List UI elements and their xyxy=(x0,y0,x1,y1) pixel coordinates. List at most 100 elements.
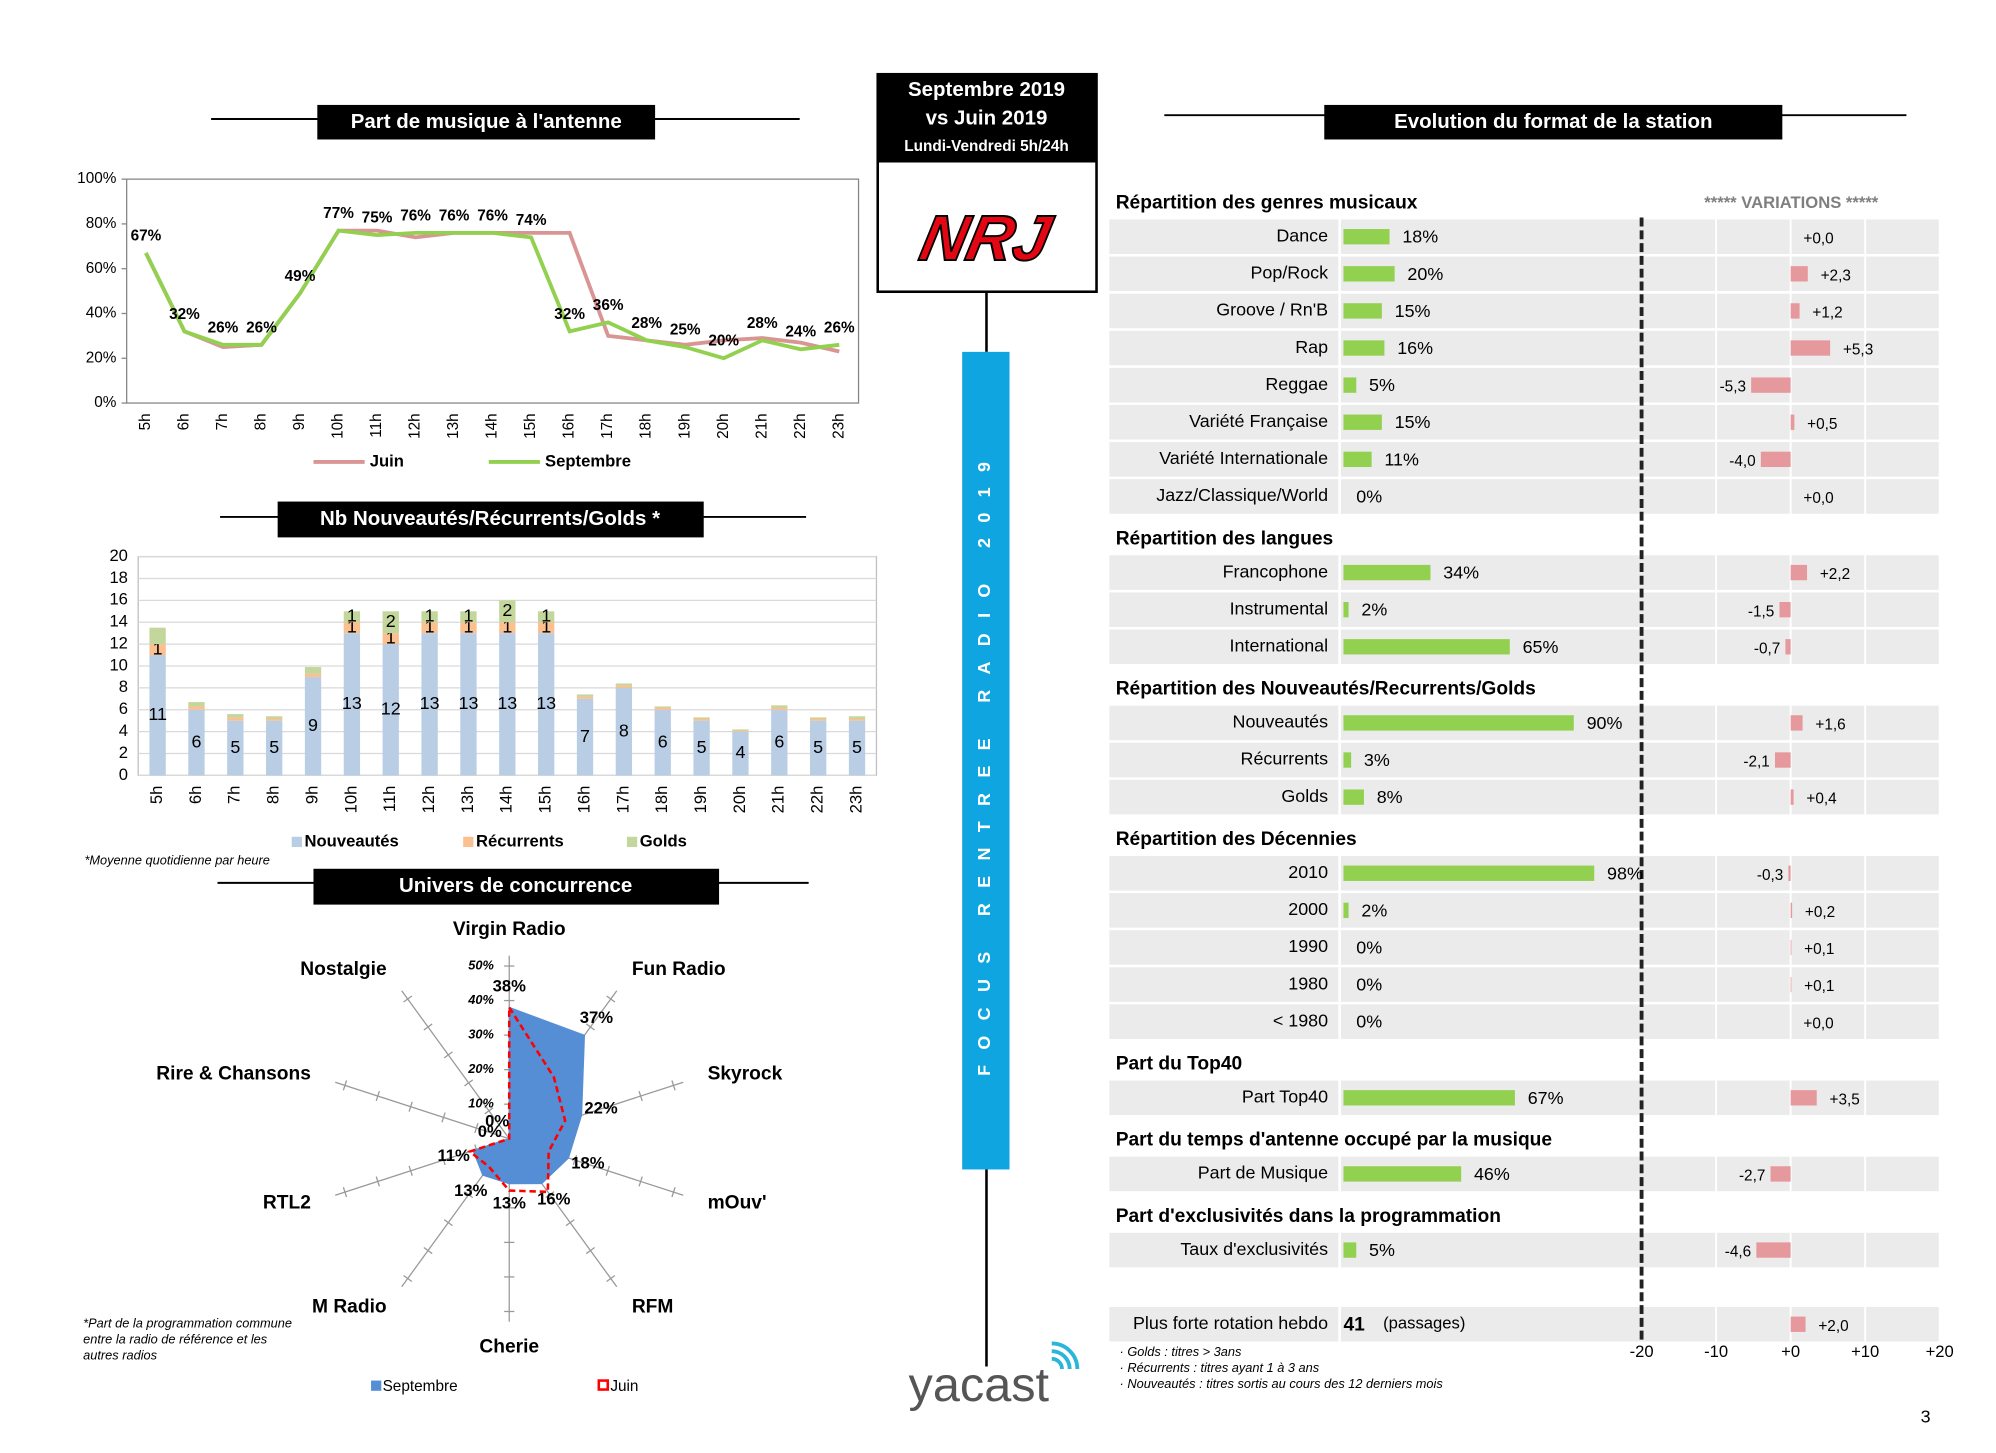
variation-bar xyxy=(1790,789,1794,805)
y-tick-label: 20 xyxy=(109,546,127,565)
bar-segment xyxy=(693,720,710,776)
legend-swatch xyxy=(371,1380,382,1391)
bar-segment xyxy=(149,644,166,656)
row-bg xyxy=(1109,367,1940,403)
row-label: Dance xyxy=(1276,225,1328,245)
section-title: Part du temps d'antenne occupé par la mu… xyxy=(1116,1130,1553,1151)
banner xyxy=(962,351,1010,1170)
x-tick-label: -20 xyxy=(1630,1342,1654,1361)
legend-label: Juin xyxy=(610,1378,638,1395)
variation-label: +0,0 xyxy=(1803,230,1833,247)
section-title: Répartition des Nouveautés/Recurrents/Go… xyxy=(1116,679,1536,700)
x-tick-label: 5h xyxy=(147,786,166,805)
radar-tick xyxy=(606,1274,616,1283)
row-bg xyxy=(1109,442,1940,477)
bar-segment xyxy=(771,709,788,776)
y-tick-label: 2 xyxy=(119,743,128,762)
row-label: Reggae xyxy=(1265,374,1328,394)
variation-label: -5,3 xyxy=(1720,379,1746,396)
x-tick-label: +20 xyxy=(1926,1342,1954,1361)
share-label: 0% xyxy=(1356,975,1382,995)
x-tick-label: 20h xyxy=(715,413,732,439)
share-bar xyxy=(1343,1090,1515,1106)
bar-segment xyxy=(499,600,516,623)
bar-segment xyxy=(382,611,399,634)
share-bar xyxy=(1343,1242,1357,1258)
share-label: 0% xyxy=(1356,937,1382,957)
data-label: 13 xyxy=(420,693,440,713)
share-bar xyxy=(1343,789,1364,805)
data-label: 38% xyxy=(493,976,526,995)
x-tick-label: 6h xyxy=(186,786,205,805)
data-label: 1 xyxy=(541,605,551,625)
radar-tick xyxy=(671,1080,676,1091)
row-label: Variété Internationale xyxy=(1159,448,1328,468)
variation-bar xyxy=(1790,939,1792,956)
chart-title: Nb Nouveautés/Récurrents/Golds * xyxy=(320,507,660,530)
radar-tick-label: 30% xyxy=(468,1026,494,1041)
bar-segment xyxy=(654,709,671,776)
data-label: 2 xyxy=(502,600,512,620)
data-label: 1 xyxy=(502,616,512,636)
bar-segment xyxy=(499,622,516,634)
data-label: 12 xyxy=(381,698,401,718)
legend-swatch xyxy=(463,836,474,848)
title-box xyxy=(313,868,720,905)
y-tick-label: 6 xyxy=(119,699,128,718)
row-bg xyxy=(1109,930,1940,965)
data-label: 1 xyxy=(386,627,396,647)
share-bar xyxy=(1343,266,1395,282)
x-tick-label: 19h xyxy=(676,413,693,439)
variation-label: +3,5 xyxy=(1830,1091,1860,1108)
row-label: Nouveautés xyxy=(1233,712,1329,732)
bar-segment xyxy=(499,633,516,776)
share-label: 18% xyxy=(1402,227,1438,247)
bar-segment xyxy=(615,685,633,688)
row-bg xyxy=(1109,742,1940,778)
data-label: 9 xyxy=(308,715,318,735)
radar-tick xyxy=(403,995,413,1003)
x-tick-label: 17h xyxy=(599,413,616,439)
radar-category: mOuv' xyxy=(708,1192,767,1213)
footnote: · Nouveautés : titres sortis au cours de… xyxy=(1120,1376,1444,1391)
x-tick-label: 17h xyxy=(613,786,632,814)
bar-segment xyxy=(421,622,438,634)
data-label: 8 xyxy=(619,720,629,740)
radar-tick xyxy=(565,1219,575,1227)
row-label: Récurrents xyxy=(1241,749,1329,769)
radar-tick xyxy=(443,1051,453,1059)
data-label: 6 xyxy=(774,731,784,751)
share-label: 67% xyxy=(1528,1088,1564,1108)
share-label: 16% xyxy=(1397,338,1433,358)
data-label: 1 xyxy=(463,605,473,625)
data-label: 5 xyxy=(813,737,823,757)
variation-label: +2,3 xyxy=(1821,267,1851,284)
variation-bar xyxy=(1785,639,1791,655)
section-title: Répartition des Décennies xyxy=(1116,829,1357,850)
footnote: · Récurrents : titres ayant 1 à 3 ans xyxy=(1120,1360,1320,1375)
data-label: 4 xyxy=(735,742,745,762)
bar-segment xyxy=(538,622,555,634)
share-bar xyxy=(1343,715,1574,731)
share-bar xyxy=(1343,229,1390,245)
x-tick-label: 14h xyxy=(484,413,501,439)
data-label: 32% xyxy=(554,306,585,323)
radar-category: Nostalgie xyxy=(300,959,387,980)
legend-label: Golds xyxy=(640,831,687,850)
bar-segment xyxy=(421,611,438,623)
bar-segment xyxy=(576,696,594,699)
x-tick-label: 21h xyxy=(769,786,788,814)
x-tick-label: 22h xyxy=(792,413,809,439)
row-label: Golds xyxy=(1281,786,1328,806)
x-tick-label: 18h xyxy=(638,413,655,439)
radar-tick xyxy=(585,1023,595,1031)
data-label: 76% xyxy=(400,207,431,224)
footnote: *Moyenne quotidienne par heure xyxy=(84,852,269,867)
legend-swatch xyxy=(626,836,638,848)
variation-label: +1,2 xyxy=(1812,305,1842,322)
bar-segment xyxy=(382,644,399,776)
bar-segment xyxy=(382,633,399,645)
share-bar xyxy=(1343,303,1382,319)
variation-bar xyxy=(1779,602,1791,618)
